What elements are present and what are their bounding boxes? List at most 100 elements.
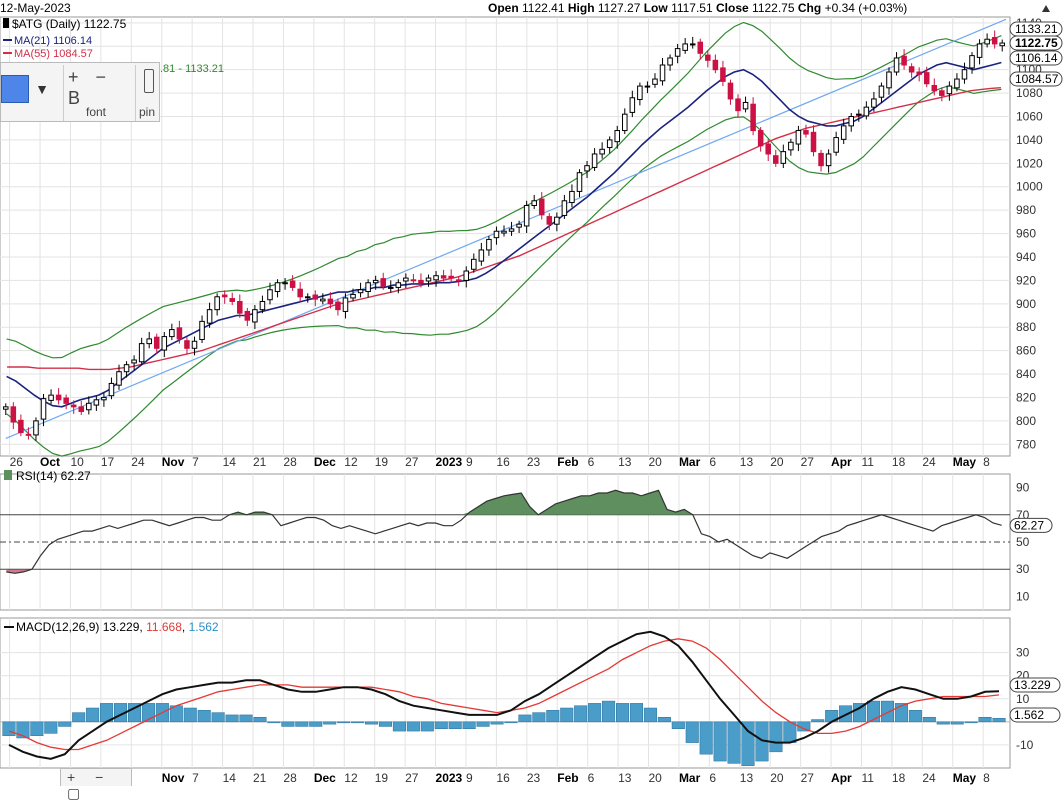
macd-hist-bar: [86, 707, 100, 723]
date-tick-label: 17: [101, 455, 115, 469]
candle-body: [169, 329, 175, 338]
macd-hist-bar: [448, 721, 462, 730]
candle-body: [818, 152, 824, 167]
scroll-up-icon[interactable]: [1042, 5, 1050, 12]
macd-hist-bar: [769, 721, 783, 753]
candle-body: [116, 371, 122, 386]
candle-body: [350, 293, 356, 299]
rsi-tick-label: 50: [1016, 535, 1030, 549]
candle-body: [161, 336, 168, 351]
date-tick-label: 14: [223, 455, 237, 469]
macd-tick-label: 30: [1016, 646, 1030, 660]
candle-body: [274, 282, 281, 293]
chevron-down-icon[interactable]: ▼: [35, 81, 49, 97]
price-tick-label: 860: [1016, 344, 1036, 358]
pin-button[interactable]: pin: [135, 65, 162, 121]
date-tick-label: 6: [588, 455, 595, 469]
candle-body: [463, 270, 470, 281]
macd-hist-bar: [518, 714, 532, 723]
macd-hist-bar: [964, 721, 978, 724]
candle-body: [372, 279, 379, 284]
candle-body: [735, 98, 741, 112]
candle-body: [629, 97, 636, 113]
ma21-line: [6, 61, 1002, 408]
macd-hist-bar: [365, 721, 379, 725]
date-tick-label: 27: [801, 771, 815, 785]
candle-body: [976, 43, 983, 58]
macd-hist-bar: [978, 716, 992, 723]
candle-body: [101, 396, 107, 401]
candle-body: [689, 43, 696, 46]
candle-body: [599, 148, 605, 155]
pin-icon: [144, 69, 154, 93]
candle-body: [916, 71, 922, 75]
macd-hist-bar: [2, 721, 16, 736]
candle-body: [523, 204, 530, 227]
macd-hist-bar: [853, 703, 867, 723]
macd-hist-bar: [378, 721, 392, 727]
date-tick-label: 19: [375, 455, 389, 469]
rsi-tick-label: 30: [1016, 562, 1030, 576]
header-bar: 12-May-2023 Open 1122.41 High 1127.27 Lo…: [0, 1, 1050, 15]
date-tick-label: 2023: [436, 455, 463, 469]
candle-body: [312, 294, 319, 300]
date-tick-label: Apr: [831, 771, 852, 785]
macd-hist-bar: [309, 721, 323, 727]
candle-body: [991, 36, 998, 45]
font-controls[interactable]: + − B font: [63, 65, 134, 121]
candle-body: [259, 300, 266, 311]
macd-hist-bar: [30, 721, 44, 736]
macd-hist-bar: [616, 703, 630, 723]
candle-body: [803, 130, 809, 135]
candle-body: [757, 130, 764, 147]
candle-body: [772, 155, 779, 164]
date-tick-label: 8: [983, 455, 990, 469]
candle-body: [282, 282, 288, 285]
candle-body: [923, 72, 930, 85]
date-tick-label: 12: [344, 771, 358, 785]
macd-tick-label: 10: [1016, 692, 1030, 706]
date-tick-label: 23: [527, 771, 541, 785]
date-tick-label: 7: [192, 455, 199, 469]
candle-body: [765, 143, 771, 155]
candle-body: [388, 286, 394, 289]
candle-body: [750, 103, 756, 132]
macd-hist-bar: [950, 721, 964, 725]
macd-hist-bar: [127, 703, 141, 723]
candle-body: [252, 309, 258, 323]
price-tick-label: 1000: [1016, 180, 1043, 194]
date-tick-label: Apr: [831, 455, 852, 469]
candle-body: [984, 38, 990, 45]
price-badge-box: [1009, 71, 1063, 87]
ma55-legend: MA(55) 1084.57: [14, 48, 93, 60]
candle-body: [138, 343, 145, 363]
date-tick-label: 13: [740, 771, 754, 785]
macd-hist-bar: [420, 721, 434, 732]
price-badge-label: 1084.57: [1015, 72, 1059, 86]
macd-hist-bar: [880, 700, 894, 723]
price-tick-label: 1060: [1016, 110, 1043, 124]
macd-hist-bar: [713, 721, 727, 762]
rsi-tick-label: 10: [1016, 589, 1030, 603]
font-size-icons[interactable]: + − B: [68, 67, 113, 108]
macd-hist-bar: [560, 707, 574, 723]
date-tick-label: 18: [892, 771, 906, 785]
symbol-title: $ATG (Daily) 1122.75: [12, 17, 127, 31]
date-tick-label: 21: [253, 455, 267, 469]
color-swatch-button[interactable]: [1, 75, 29, 103]
candle-body: [878, 85, 885, 98]
annotation-toolbar-bottom[interactable]: + − ▢: [60, 768, 132, 801]
price-badge: 1133.21: [1009, 21, 1063, 37]
candle-body: [70, 404, 77, 408]
candle-body: [3, 406, 9, 410]
date-tick-label: 9: [466, 771, 473, 785]
macd-hist-bar: [532, 712, 546, 723]
candle-body: [40, 398, 47, 420]
candle-body: [863, 106, 870, 117]
date-tick-label: 11: [861, 771, 874, 785]
price-tick-label: 1040: [1016, 133, 1043, 147]
date-axis-bottom: Nov 7 14 21 28 Dec 12 19 27 2023 9 16 23 Feb 6 13 20 Mar 6…: [162, 771, 990, 785]
candle-body: [712, 59, 719, 71]
candle-body: [425, 277, 432, 282]
